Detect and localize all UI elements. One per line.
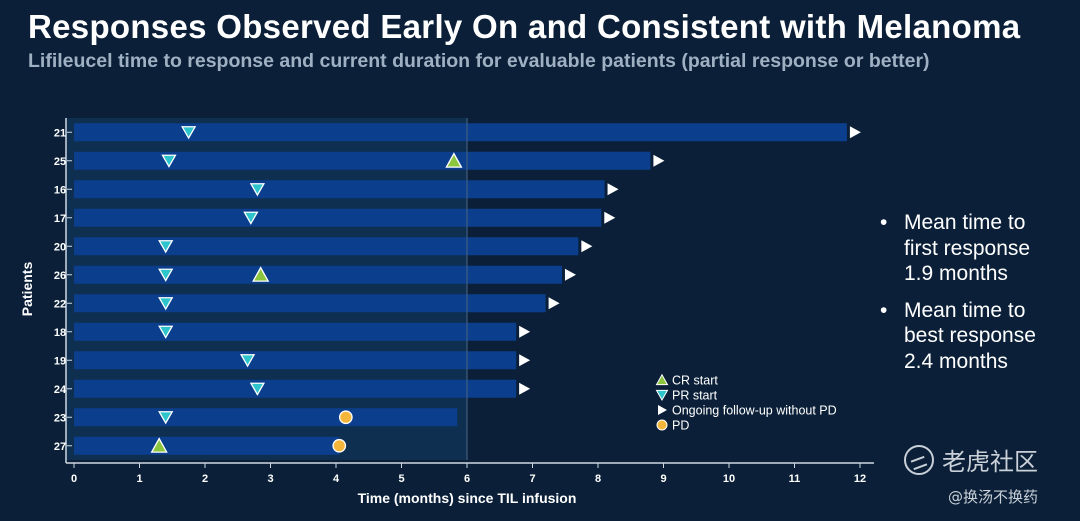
ongoing-arrow-marker	[519, 382, 531, 395]
summary-bullets: • Mean time to first response 1.9 months…	[880, 210, 1075, 385]
ongoing-arrow-marker	[519, 325, 531, 338]
x-tick-label: 1	[136, 473, 142, 485]
patient-label: 18	[54, 327, 66, 339]
pd-marker	[332, 438, 347, 453]
pr-start-marker	[181, 126, 197, 140]
patient-bar	[74, 322, 517, 341]
watermark-user: @换汤不换药	[948, 488, 1039, 506]
x-tick-label: 0	[71, 473, 77, 485]
patient-bar	[74, 180, 605, 199]
x-tick-label: 4	[333, 473, 340, 485]
bullet-dot: •	[880, 298, 888, 322]
legend-label: PD	[672, 419, 689, 433]
bullet-dot: •	[880, 211, 888, 234]
page-subtitle: Lifileucel time to response and current …	[28, 50, 930, 72]
pr-start-marker	[243, 211, 259, 225]
patient-label: 22	[54, 298, 66, 310]
bullet-text: 1.9 months	[904, 262, 1008, 285]
patient-bar	[74, 151, 651, 170]
patient-bar	[74, 265, 562, 284]
x-axis-label: Time (months) since TIL infusion	[358, 490, 577, 506]
x-tick-label: 7	[529, 473, 535, 485]
ongoing-arrow-marker	[519, 354, 531, 367]
patient-bar	[74, 294, 546, 313]
patient-label: 25	[54, 156, 66, 168]
bars-layer	[74, 123, 847, 455]
ongoing-arrow-marker	[849, 126, 861, 139]
patient-label: 23	[54, 412, 66, 424]
ongoing-legend-marker	[658, 405, 667, 415]
patient-bar	[74, 379, 517, 398]
bullet-text: best response	[904, 324, 1036, 347]
cr-start-marker	[445, 152, 463, 168]
ongoing-arrow-marker	[581, 240, 593, 253]
patient-label: 27	[54, 441, 66, 453]
patient-bar	[74, 436, 340, 455]
legend-label: Ongoing follow-up without PD	[672, 404, 837, 418]
watermark-name: 老虎社区	[942, 448, 1038, 476]
pr-legend-marker	[655, 389, 669, 401]
patient-bar	[74, 208, 602, 227]
swimmer-chart: 0 1 2 3 4 5 6 7 8 9 10 11 12 21251617202622181924232…	[19, 118, 874, 506]
ongoing-arrow-marker	[607, 183, 619, 196]
pr-start-marker	[249, 382, 266, 396]
cr-legend-marker	[655, 373, 669, 386]
pr-start-marker	[158, 268, 174, 282]
shaded-region	[66, 118, 467, 460]
x-tick-label: 12	[854, 473, 866, 485]
ongoing-arrow-marker	[564, 268, 576, 281]
bullet-text: first response	[904, 236, 1031, 260]
patient-bar	[74, 237, 579, 256]
pr-start-marker	[249, 183, 266, 197]
patient-label: 26	[54, 270, 66, 282]
bullet-best-response: • Mean time to best response 2.4 months	[880, 298, 1075, 375]
patient-bar	[74, 351, 517, 370]
legend-label: CR start	[672, 374, 718, 388]
patient-bar	[74, 408, 458, 427]
patient-label: 17	[54, 213, 66, 225]
pr-start-marker	[239, 354, 256, 368]
patient-bar	[74, 123, 847, 142]
pr-start-marker	[158, 325, 174, 339]
x-tick-label: 3	[267, 473, 273, 485]
x-tick-label: 8	[595, 473, 601, 485]
pr-start-marker	[158, 297, 174, 311]
pd-marker	[338, 410, 353, 425]
x-tick-label: 11	[789, 473, 801, 485]
ongoing-arrow-marker	[548, 297, 560, 310]
pr-start-marker	[158, 240, 174, 254]
pr-start-marker	[158, 411, 174, 425]
x-axis: 0 1 2 3 4 5 6 7 8 9 10 11 12	[65, 118, 874, 485]
ongoing-arrow-marker	[604, 211, 616, 224]
bullet-text: Mean time to	[904, 298, 1026, 322]
cr-start-marker	[150, 437, 168, 453]
y-axis-label: Patients	[19, 262, 35, 317]
pr-start-marker	[161, 154, 177, 168]
pd-legend-marker	[656, 419, 668, 431]
bullet-first-response: • Mean time to first response 1.9 months	[880, 210, 1075, 287]
patient-label: 21	[54, 127, 66, 139]
bullet-text: Mean time to	[904, 211, 1026, 234]
tiger-logo-icon	[904, 444, 934, 475]
x-tick-label: 5	[398, 473, 404, 485]
legend-label: PR start	[672, 389, 718, 403]
x-tick-label: 9	[660, 473, 666, 485]
patient-label: 20	[54, 241, 66, 253]
patient-label: 16	[54, 184, 66, 196]
ongoing-arrow-marker	[653, 154, 665, 167]
x-tick-label: 2	[202, 473, 208, 485]
patient-label: 19	[54, 355, 66, 367]
page-title: Responses Observed Early On and Consiste…	[28, 8, 1021, 45]
bullet-text: 2.4 months	[904, 349, 1008, 373]
watermark: 老虎社区	[904, 442, 1038, 477]
patient-label: 24	[54, 384, 67, 396]
x-tick-label: 6	[464, 473, 470, 485]
markers-layer	[150, 126, 861, 453]
x-tick-label: 10	[723, 473, 735, 485]
cr-start-marker	[252, 266, 270, 282]
y-axis: 21 25 16 17 20 26 22 18 19 24 23 27	[54, 127, 72, 453]
